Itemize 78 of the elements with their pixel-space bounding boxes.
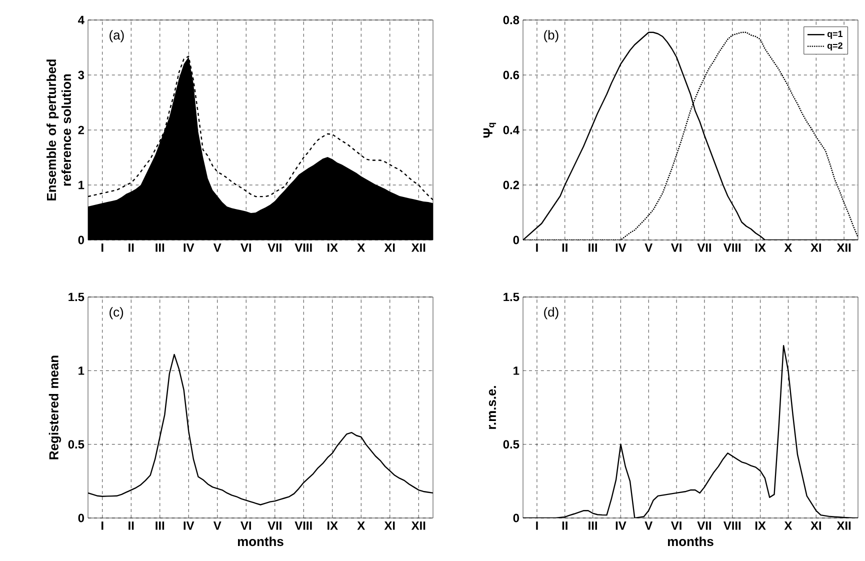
y-tick-label: 0: [513, 236, 519, 244]
x-tick-label: VI: [670, 522, 682, 530]
y-tick-label: 0.5: [68, 440, 84, 449]
y-tick-label: 0.8: [503, 16, 520, 24]
legend-label: q=1: [827, 30, 843, 39]
x-tick-label: XII: [411, 522, 426, 530]
x-tick-label: III: [588, 244, 597, 252]
x-tick-label: V: [213, 244, 222, 252]
x-tick-label: VIII: [294, 522, 312, 530]
x-tick-label: I: [102, 522, 104, 530]
x-tick-label: VII: [697, 522, 711, 530]
annotation: (c): [110, 307, 124, 320]
x-tick-label: II: [562, 522, 568, 530]
x-tick-label: III: [588, 522, 597, 530]
y-tick-label: 0.5: [503, 440, 520, 449]
x-axis-title: months: [238, 536, 284, 546]
x-tick-label: IX: [328, 522, 338, 530]
x-tick-label: VIII: [723, 244, 741, 252]
x-tick-label: XII: [836, 244, 851, 252]
x-tick-label: II: [128, 244, 134, 252]
x-tick-label: II: [128, 522, 134, 530]
legend-label: q=2: [827, 42, 842, 51]
y-axis-title: Ensemble of perturbed reference solution: [46, 60, 71, 200]
x-tick-label: XII: [411, 244, 426, 252]
x-tick-label: IX: [755, 522, 766, 530]
y-tick-label: 3: [78, 70, 84, 80]
x-tick-label: I: [536, 522, 538, 530]
x-tick-label: VI: [240, 522, 251, 530]
x-tick-label: IV: [616, 244, 626, 252]
y-axis-title: Registered mean: [48, 356, 62, 460]
x-tick-label: XII: [836, 522, 851, 530]
x-tick-label: I: [536, 244, 538, 252]
y-tick-label: 1: [514, 366, 520, 375]
y-tick-label: 4: [78, 16, 84, 24]
y-tick-label: 0: [78, 236, 84, 244]
x-tick-label: VI: [240, 244, 251, 252]
x-tick-label: IV: [616, 522, 626, 530]
annotation: (a): [110, 30, 124, 42]
x-tick-label: X: [357, 522, 366, 530]
x-tick-label: V: [213, 522, 222, 530]
y-axis-title: Ψ$_{q}$: [483, 122, 496, 138]
y-tick-label: 0.2: [503, 180, 520, 190]
x-tick-label: X: [784, 244, 792, 252]
y-tick-label: 0.4: [503, 126, 520, 134]
x-tick-label: III: [156, 244, 164, 252]
y-tick-label: 1.5: [504, 292, 520, 302]
x-tick-label: VII: [268, 522, 282, 530]
x-tick-label: XI: [810, 522, 821, 530]
x-tick-label: VIII: [723, 522, 741, 530]
x-tick-label: IV: [184, 522, 194, 530]
y-tick-label: 1: [78, 366, 84, 375]
x-tick-label: IV: [184, 244, 194, 252]
y-tick-label: 2: [78, 126, 84, 134]
x-tick-label: IX: [328, 244, 338, 252]
x-tick-label: XI: [810, 244, 821, 252]
x-tick-label: X: [784, 522, 792, 530]
x-tick-label: VII: [697, 244, 711, 252]
y-tick-label: 0: [513, 514, 519, 522]
x-tick-label: VIII: [294, 244, 312, 252]
x-tick-label: I: [102, 244, 104, 252]
x-tick-label: III: [156, 522, 164, 530]
x-axis-title: months: [668, 536, 714, 546]
x-tick-label: V: [644, 522, 653, 530]
x-tick-label: X: [357, 244, 366, 252]
x-tick-label: IX: [755, 244, 766, 252]
annotation: (d): [544, 307, 558, 320]
y-tick-label: 0.6: [503, 70, 520, 80]
x-tick-label: XI: [384, 522, 395, 530]
annotation: (b): [544, 30, 558, 42]
x-tick-label: V: [644, 244, 653, 252]
y-tick-label: 1.5: [68, 292, 84, 302]
x-tick-label: VII: [268, 244, 282, 252]
y-tick-label: 1: [78, 180, 84, 190]
y-axis-title: r.m.s.e.: [488, 386, 496, 429]
x-tick-label: VI: [670, 244, 682, 252]
x-tick-label: XI: [384, 244, 395, 252]
x-tick-label: II: [562, 244, 568, 252]
y-tick-label: 0: [78, 514, 84, 522]
